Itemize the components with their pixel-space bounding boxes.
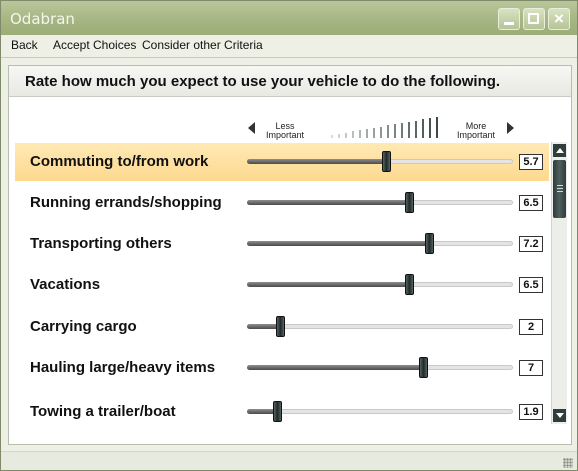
scale-right-label-line1: More [465, 121, 487, 131]
slider-thumb[interactable] [419, 357, 428, 378]
rating-value: 2 [519, 319, 543, 335]
close-button[interactable]: × [548, 8, 570, 30]
slider-thumb[interactable] [275, 316, 285, 337]
scrollbar-thumb[interactable] [553, 160, 566, 218]
scale-tick [373, 127, 375, 138]
scale-less-important-label: Less Important [258, 122, 312, 140]
resize-grip-icon[interactable] [563, 458, 573, 468]
scale-left-arrow-icon [248, 122, 255, 134]
criteria-label: Vacations [30, 276, 101, 293]
criteria-label: Commuting to/from work [30, 153, 209, 170]
close-icon: × [554, 9, 564, 28]
criteria-row[interactable]: Commuting to/from work 5.7 [15, 143, 549, 181]
rating-panel: Rate how much you expect to use your veh… [8, 65, 572, 445]
scrollbar-grip-line [557, 191, 563, 192]
slider-fill [247, 409, 277, 414]
rating-value: 6.5 [519, 277, 543, 293]
slider-track[interactable] [247, 324, 513, 329]
status-bar [1, 451, 577, 470]
scale-tick [338, 133, 340, 138]
slider-track[interactable] [247, 409, 513, 414]
criteria-row[interactable]: Vacations 6.5 [15, 266, 549, 304]
criteria-row[interactable]: Transporting others 7.2 [15, 225, 549, 263]
minimize-icon [504, 22, 514, 25]
scale-left-label-line2: Important [265, 130, 305, 140]
minimize-button[interactable] [498, 8, 520, 30]
scale-more-important-label: More Important [447, 122, 505, 140]
slider-thumb[interactable] [404, 274, 414, 295]
menu-consider-other-criteria[interactable]: Consider other Criteria [142, 38, 263, 52]
heading-band: Rate how much you expect to use your veh… [9, 66, 571, 97]
scale-tick [352, 131, 354, 138]
vertical-scrollbar[interactable] [551, 142, 567, 424]
scale-tick [401, 123, 403, 138]
slider-fill [247, 159, 386, 164]
page-heading: Rate how much you expect to use your veh… [25, 73, 501, 90]
scale-tick [331, 135, 333, 138]
menu-accept-choices[interactable]: Accept Choices [53, 38, 137, 52]
scale-tick [415, 120, 417, 138]
importance-scale-ticks [331, 116, 443, 138]
scale-tick [429, 118, 431, 138]
scrollbar-grip-line [557, 188, 563, 189]
slider-thumb[interactable] [424, 233, 434, 254]
scale-tick [345, 132, 347, 138]
slider-fill [247, 324, 280, 329]
criteria-label: Hauling large/heavy items [30, 359, 216, 376]
criteria-label: Running errands/shopping [30, 194, 222, 211]
scale-tick [394, 124, 396, 138]
scale-tick [387, 125, 389, 138]
rating-value: 6.5 [519, 195, 543, 211]
menu-back[interactable]: Back [11, 38, 38, 52]
criteria-row[interactable]: Hauling large/heavy items 7 [15, 349, 549, 387]
criteria-row[interactable]: Running errands/shopping 6.5 [15, 184, 549, 222]
scale-tick [359, 130, 361, 138]
window-title: Odabran [10, 10, 75, 28]
scale-right-arrow-icon [507, 122, 514, 134]
menu-bar: Back Accept Choices Consider other Crite… [1, 35, 577, 58]
scale-left-label-line1: Less [275, 121, 295, 131]
scale-tick [380, 126, 382, 138]
scale-tick [408, 121, 410, 138]
rating-value: 7 [519, 360, 543, 376]
slider-fill [247, 200, 409, 205]
scale-tick [422, 119, 424, 138]
scale-right-label-line2: Important [456, 130, 496, 140]
slider-thumb[interactable] [381, 151, 391, 172]
slider-thumb[interactable] [272, 401, 282, 422]
title-bar[interactable]: Odabran × [1, 1, 577, 35]
scale-tick [366, 129, 368, 138]
slider-fill [247, 241, 429, 246]
slider-fill [247, 365, 423, 370]
rating-value: 5.7 [519, 154, 543, 170]
maximize-button[interactable] [523, 8, 545, 30]
scrollbar-grip-line [557, 185, 563, 186]
criteria-row[interactable]: Carrying cargo 2 [15, 308, 549, 346]
scale-tick [436, 117, 438, 138]
rating-value: 1.9 [519, 404, 543, 420]
criteria-label: Towing a trailer/boat [30, 403, 176, 420]
chevron-down-icon[interactable] [553, 409, 566, 422]
criteria-row[interactable]: Towing a trailer/boat 1.9 [15, 393, 549, 431]
criteria-label: Carrying cargo [30, 318, 137, 335]
rating-value: 7.2 [519, 236, 543, 252]
maximize-icon [528, 13, 539, 24]
criteria-label: Transporting others [30, 235, 172, 252]
slider-thumb[interactable] [404, 192, 414, 213]
chevron-up-icon[interactable] [553, 144, 566, 157]
slider-fill [247, 282, 409, 287]
